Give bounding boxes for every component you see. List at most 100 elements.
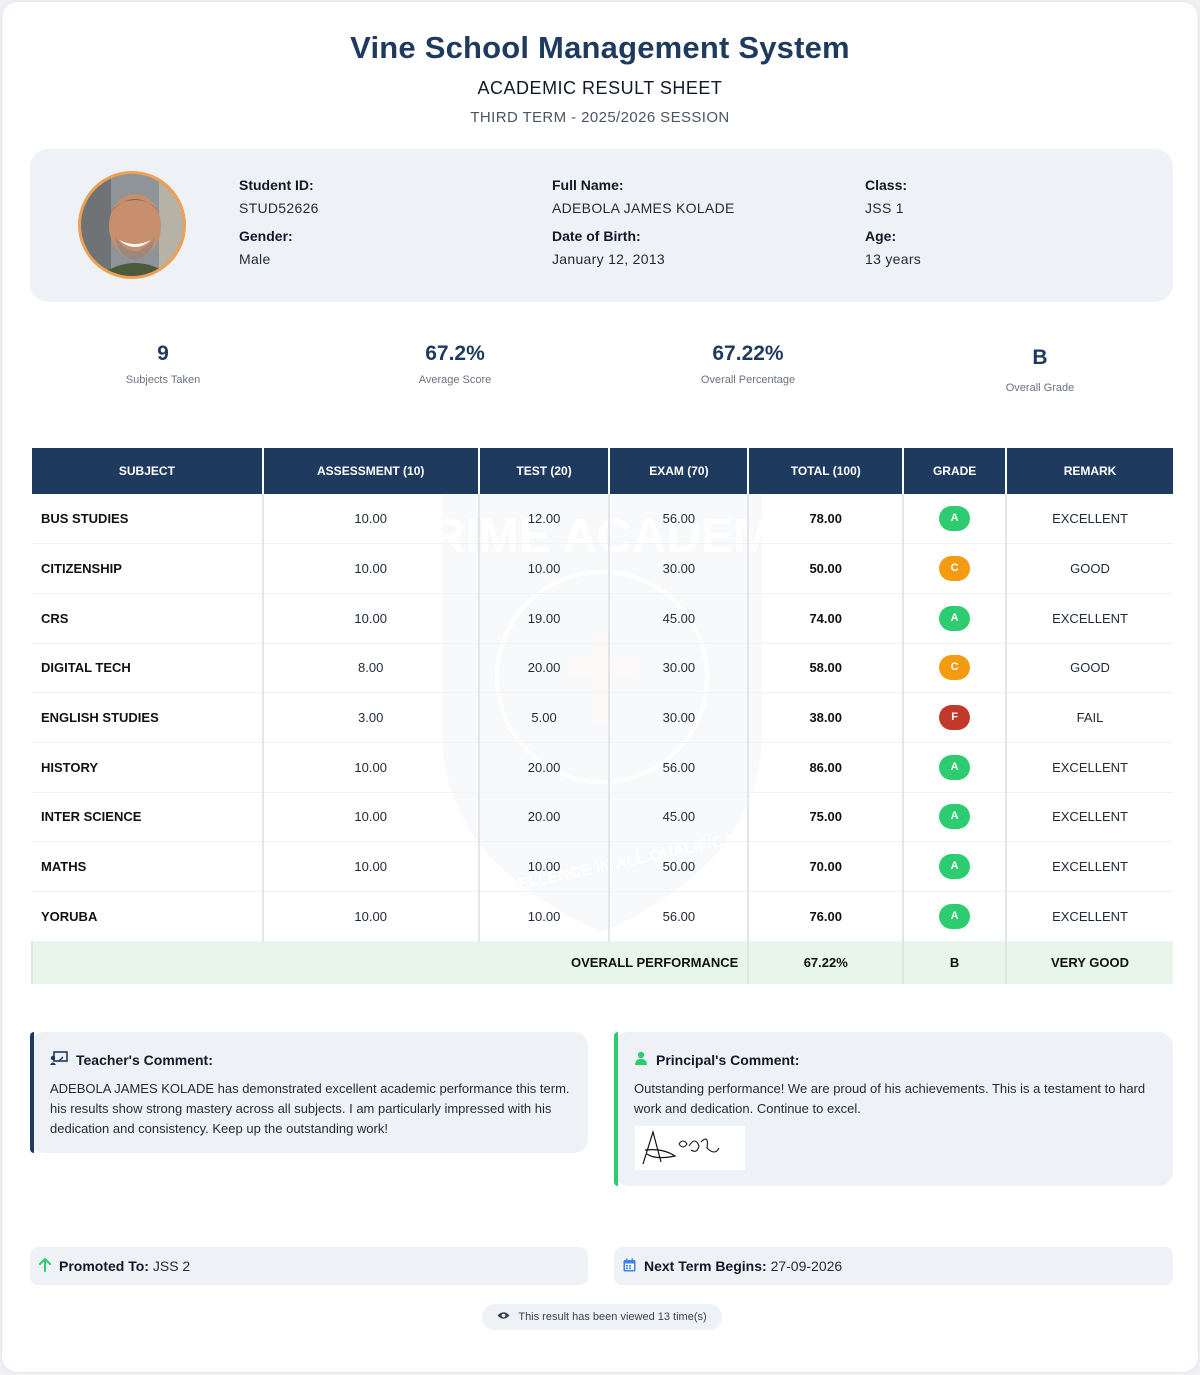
cell-subject: YORUBA <box>32 891 263 942</box>
cell-remark: GOOD <box>1005 643 1173 694</box>
stat-average-score: 67.2% Average Score <box>309 342 601 386</box>
cell-total: 70.00 <box>747 841 904 892</box>
cell-subject: DIGITAL TECH <box>32 643 263 694</box>
table-header-row: SUBJECT ASSESSMENT (10) TEST (20) EXAM (… <box>32 448 1173 494</box>
cell-subject: CITIZENSHIP <box>32 543 263 594</box>
cell-grade: C <box>902 543 1007 594</box>
eye-icon <box>497 1311 510 1323</box>
class-value: JSS 1 <box>865 200 904 216</box>
cell-test: 10.00 <box>477 891 610 942</box>
grade-badge: C <box>939 655 971 681</box>
stat-caption: Subjects Taken <box>125 374 201 386</box>
promoted-to-box: Promoted To: JSS 2 <box>30 1247 588 1285</box>
cell-grade: A <box>902 494 1007 545</box>
table-row: ENGLISH STUDIES 3.00 5.00 30.00 38.00 F … <box>32 692 1173 743</box>
table-row: CRS 10.00 19.00 45.00 74.00 A EXCELLENT <box>32 593 1173 644</box>
stat-subjects-taken: 9 Subjects Taken <box>17 342 309 386</box>
grade-badge: C <box>939 556 971 582</box>
stat-value: 67.2% <box>425 342 485 365</box>
stat-value: 67.22% <box>712 342 784 365</box>
dob-label: Date of Birth: <box>552 228 641 244</box>
table-row: DIGITAL TECH 8.00 20.00 30.00 58.00 C GO… <box>32 643 1173 694</box>
cell-exam: 56.00 <box>608 742 749 793</box>
cell-grade: A <box>902 841 1007 892</box>
column-header-remark: REMARK <box>1005 448 1173 494</box>
grade-badge: A <box>939 754 971 780</box>
column-header-grade: GRADE <box>902 448 1007 494</box>
overall-remark: VERY GOOD <box>1005 940 1173 985</box>
full-name-field: Full Name: ADEBOLA JAMES KOLADE <box>552 177 735 216</box>
cell-assessment: 10.00 <box>261 494 479 545</box>
promoted-to-label: Promoted To: <box>59 1258 149 1274</box>
principal-comment-accent <box>614 1032 618 1186</box>
grade-badge: A <box>939 506 971 532</box>
cell-subject: INTER SCIENCE <box>32 792 263 843</box>
sheet-title: ACADEMIC RESULT SHEET <box>477 78 723 98</box>
cell-exam: 50.00 <box>608 841 749 892</box>
student-avatar <box>78 171 186 279</box>
column-header-exam: EXAM (70) <box>608 448 749 494</box>
table-row: BUS STUDIES 10.00 12.00 56.00 78.00 A EX… <box>32 494 1173 545</box>
next-term-label: Next Term Begins: <box>644 1258 767 1274</box>
cell-grade: F <box>902 692 1007 743</box>
table-row: INTER SCIENCE 10.00 20.00 45.00 75.00 A … <box>32 792 1173 843</box>
cell-exam: 56.00 <box>608 494 749 545</box>
school-name: Vine School Management System <box>350 30 850 65</box>
cell-total: 38.00 <box>747 692 904 743</box>
cell-assessment: 10.00 <box>261 891 479 942</box>
principal-comment-header: Principal's Comment: <box>634 1051 799 1068</box>
teacher-comment-text: ADEBOLA JAMES KOLADE has demonstrated ex… <box>50 1081 570 1136</box>
cell-total: 74.00 <box>747 593 904 644</box>
cell-subject: BUS STUDIES <box>32 494 263 545</box>
full-name-value: ADEBOLA JAMES KOLADE <box>552 200 735 216</box>
stat-caption: Overall Grade <box>1005 382 1075 394</box>
age-field: Age: 13 years <box>865 228 921 267</box>
principal-comment-card: Principal's Comment: Outstanding perform… <box>614 1032 1173 1186</box>
table-row: YORUBA 10.00 10.00 56.00 76.00 A EXCELLE… <box>32 891 1173 942</box>
stat-overall-percentage: 67.22% Overall Percentage <box>602 342 894 386</box>
grade-badge: A <box>939 903 971 929</box>
cell-total: 86.00 <box>747 742 904 793</box>
term-session: THIRD TERM - 2025/2026 SESSION <box>470 109 730 126</box>
age-value: 13 years <box>865 251 922 267</box>
cell-exam: 30.00 <box>608 692 749 743</box>
promoted-to-value: JSS 2 <box>152 1258 191 1274</box>
dob-value: January 12, 2013 <box>552 251 665 267</box>
student-id-label: Student ID: <box>239 177 314 193</box>
cell-test: 20.00 <box>477 643 610 694</box>
cell-test: 20.00 <box>477 742 610 793</box>
summary-stats: 9 Subjects Taken 67.2% Average Score 67.… <box>17 340 1187 410</box>
full-name-label: Full Name: <box>552 177 624 193</box>
cell-total: 58.00 <box>747 643 904 694</box>
header: Vine School Management System ACADEMIC R… <box>2 30 1198 126</box>
cell-exam: 30.00 <box>608 643 749 694</box>
student-info-card: Student ID: STUD52626 Full Name: ADEBOLA… <box>30 149 1173 302</box>
next-term-value: 27-09-2026 <box>770 1258 843 1274</box>
cell-exam: 56.00 <box>608 891 749 942</box>
grade-badge: F <box>939 705 971 731</box>
view-count-badge: This result has been viewed 13 time(s) <box>482 1304 722 1330</box>
overall-total: 67.22% <box>747 940 904 985</box>
results-table: SUBJECT ASSESSMENT (10) TEST (20) EXAM (… <box>30 448 1173 985</box>
cell-grade: C <box>902 643 1007 694</box>
cell-remark: FAIL <box>1005 692 1173 743</box>
cell-grade: A <box>902 593 1007 644</box>
stat-value: B <box>1032 346 1048 369</box>
teacher-comment-title: Teacher's Comment: <box>76 1051 213 1068</box>
principal-comment-text: Outstanding performance! We are proud of… <box>634 1081 1146 1116</box>
table-row: HISTORY 10.00 20.00 56.00 86.00 A EXCELL… <box>32 742 1173 793</box>
cell-test: 12.00 <box>477 494 610 545</box>
column-header-subject: SUBJECT <box>32 448 263 494</box>
gender-value: Male <box>239 251 271 267</box>
teacher-comment-accent <box>30 1032 34 1153</box>
cell-subject: CRS <box>32 593 263 644</box>
column-header-test: TEST (20) <box>477 448 610 494</box>
cell-assessment: 8.00 <box>261 643 479 694</box>
student-id-value: STUD52626 <box>239 200 319 216</box>
cell-grade: A <box>902 891 1007 942</box>
table-row: CITIZENSHIP 10.00 10.00 30.00 50.00 C GO… <box>32 543 1173 594</box>
cell-assessment: 3.00 <box>261 692 479 743</box>
cell-remark: EXCELLENT <box>1005 792 1173 843</box>
cell-assessment: 10.00 <box>261 593 479 644</box>
